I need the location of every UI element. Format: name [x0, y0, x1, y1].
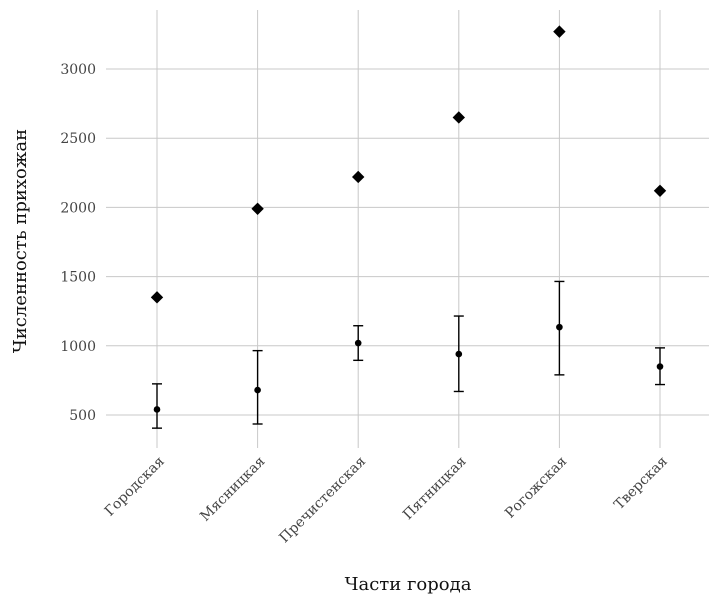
- points: [150, 25, 667, 413]
- x-tick-label: Пречистенская: [276, 453, 369, 546]
- mean-point: [254, 386, 261, 394]
- diamond-point: [653, 184, 667, 197]
- mean-point: [354, 339, 362, 347]
- diamond-point: [150, 291, 164, 304]
- diamond-point: [251, 202, 264, 215]
- y-tick-label: 500: [69, 408, 96, 424]
- mean-point: [455, 350, 463, 358]
- y-tick-label: 2500: [60, 131, 96, 147]
- diamond-point: [553, 25, 566, 38]
- mean-point: [556, 323, 563, 331]
- y-axis-ticks: 500 1000 1500 2000 2500 3000: [60, 62, 96, 424]
- y-axis-title: Численность прихожан: [10, 129, 31, 353]
- mean-point: [153, 406, 161, 413]
- y-tick-label: 3000: [60, 62, 96, 78]
- y-tick-label: 1500: [60, 270, 96, 286]
- x-tick-label: Пятницкая: [400, 453, 470, 523]
- diamond-point: [452, 111, 465, 124]
- x-tick-label: Городская: [102, 453, 168, 519]
- x-tick-label: Мясницкая: [197, 453, 268, 524]
- y-tick-label: 1000: [60, 339, 96, 355]
- x-tick-label: Рогожская: [502, 453, 570, 521]
- x-axis-ticks: Городская Мясницкая Пречистенская Пятницкая…: [102, 453, 671, 546]
- diamond-point: [352, 170, 365, 184]
- error-bars: [152, 280, 665, 429]
- x-axis-title: Части города: [345, 574, 472, 595]
- x-tick-label: Тверская: [611, 453, 671, 513]
- y-tick-label: 2000: [60, 200, 96, 216]
- grid: [106, 10, 709, 448]
- mean-point: [656, 363, 664, 370]
